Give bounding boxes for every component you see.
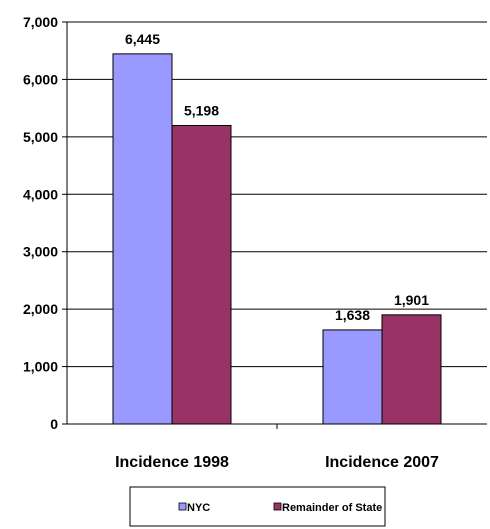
axes (66, 22, 487, 429)
y-axis-ticks: 0 1,000 2,000 3,000 4,000 5,000 6,000 7,000 (23, 14, 67, 432)
data-label: 5,198 (184, 102, 219, 118)
y-tick-label: 3,000 (23, 244, 58, 260)
y-tick-label: 1,000 (23, 359, 58, 375)
bar-remainder-of-state-0 (171, 124, 232, 425)
x-axis-category-labels: Incidence 1998 Incidence 2007 (115, 454, 439, 471)
y-tick-label: 6,000 (23, 71, 58, 87)
y-tick-label: 7,000 (23, 14, 58, 30)
legend-swatch (178, 502, 187, 511)
legend-label: Remainder of State (282, 502, 382, 514)
y-tick-label: 0 (50, 416, 58, 432)
y-tick-label: 2,000 (23, 301, 58, 317)
legend: NYC Remainder of State (129, 486, 386, 527)
bar-nyc-1 (322, 329, 383, 425)
y-tick-label: 5,000 (23, 129, 58, 145)
legend-swatch (273, 502, 282, 511)
legend-label: NYC (187, 502, 210, 514)
data-labels: 6,445 5,198 1,638 1,901 (125, 31, 429, 323)
data-label: 6,445 (125, 31, 160, 47)
x-category-label: Incidence 2007 (325, 454, 439, 471)
data-label: 1,901 (394, 292, 429, 308)
bars (112, 53, 442, 425)
bar-remainder-of-state-1 (381, 314, 442, 425)
x-category-label: Incidence 1998 (115, 454, 229, 471)
data-label: 1,638 (335, 307, 370, 323)
bar-nyc-0 (112, 53, 173, 425)
y-tick-label: 4,000 (23, 186, 58, 202)
legend-box (129, 486, 386, 527)
